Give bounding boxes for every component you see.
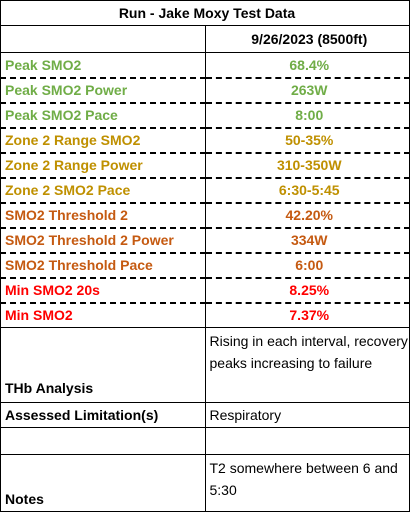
metric-row: Peak SMO2 68.4% xyxy=(0,52,410,79)
metric-label: Zone 2 Range SMO2 xyxy=(0,127,206,154)
thb-analysis-value: Rising in each interval, recovery peaks … xyxy=(205,327,410,403)
metric-row: Zone 2 Range Power 310-350W xyxy=(0,152,410,179)
metric-row: Zone 2 Range SMO2 50-35% xyxy=(0,127,410,154)
metric-label: SMO2 Threshold 2 xyxy=(0,202,206,229)
limitation-label: Assessed Limitation(s) xyxy=(0,402,206,428)
notes-row: Notes T2 somewhere between 6 and 5:30 xyxy=(0,454,410,512)
metric-row: Peak SMO2 Pace 8:00 xyxy=(0,102,410,129)
blank-cell xyxy=(205,427,410,455)
blank-row xyxy=(0,427,410,455)
metric-label: SMO2 Threshold 2 Power xyxy=(0,227,206,254)
metric-row: Min SMO2 20s 8.25% xyxy=(0,277,410,304)
metric-value: 263W xyxy=(205,77,410,104)
limitation-row: Assessed Limitation(s) Respiratory xyxy=(0,402,410,428)
metric-row: Min SMO2 7.37% xyxy=(0,302,410,328)
metric-value: 68.4% xyxy=(205,52,410,79)
metric-value: 310-350W xyxy=(205,152,410,179)
test-date-header: 9/26/2023 (8500ft) xyxy=(205,25,410,53)
thb-analysis-row: THb Analysis Rising in each interval, re… xyxy=(0,327,410,403)
limitation-value: Respiratory xyxy=(205,402,410,428)
metric-rows: Peak SMO2 68.4% Peak SMO2 Power 263W Peak SM… xyxy=(0,52,410,328)
metric-label: Peak SMO2 Pace xyxy=(0,102,206,129)
metric-label: Peak SMO2 Power xyxy=(0,77,206,104)
metric-value: 7.37% xyxy=(205,302,410,328)
metric-row: Peak SMO2 Power 263W xyxy=(0,77,410,104)
metric-value: 42.20% xyxy=(205,202,410,229)
table-title: Run - Jake Moxy Test Data xyxy=(0,0,410,26)
metric-row: SMO2 Threshold Pace 6:00 xyxy=(0,252,410,279)
metric-label: Min SMO2 xyxy=(0,302,206,328)
metric-value: 334W xyxy=(205,227,410,254)
metric-label: Peak SMO2 xyxy=(0,52,206,79)
notes-value: T2 somewhere between 6 and 5:30 xyxy=(205,454,410,512)
metric-label: Min SMO2 20s xyxy=(0,277,206,304)
metric-value: 8:00 xyxy=(205,102,410,129)
title-row: Run - Jake Moxy Test Data xyxy=(0,0,410,26)
metric-value: 8.25% xyxy=(205,277,410,304)
metric-row: SMO2 Threshold 2 Power 334W xyxy=(0,227,410,254)
metric-row: Zone 2 SMO2 Pace 6:30-5:45 xyxy=(0,177,410,204)
blank-cell xyxy=(0,427,206,455)
notes-label: Notes xyxy=(0,454,206,512)
thb-analysis-label: THb Analysis xyxy=(0,327,206,403)
date-row: 9/26/2023 (8500ft) xyxy=(0,25,410,53)
metric-value: 6:30-5:45 xyxy=(205,177,410,204)
metric-row: SMO2 Threshold 2 42.20% xyxy=(0,202,410,229)
metric-label: Zone 2 Range Power xyxy=(0,152,206,179)
metric-value: 50-35% xyxy=(205,127,410,154)
metric-label: SMO2 Threshold Pace xyxy=(0,252,206,279)
header-blank-cell xyxy=(0,25,206,53)
metric-label: Zone 2 SMO2 Pace xyxy=(0,177,206,204)
metric-value: 6:00 xyxy=(205,252,410,279)
